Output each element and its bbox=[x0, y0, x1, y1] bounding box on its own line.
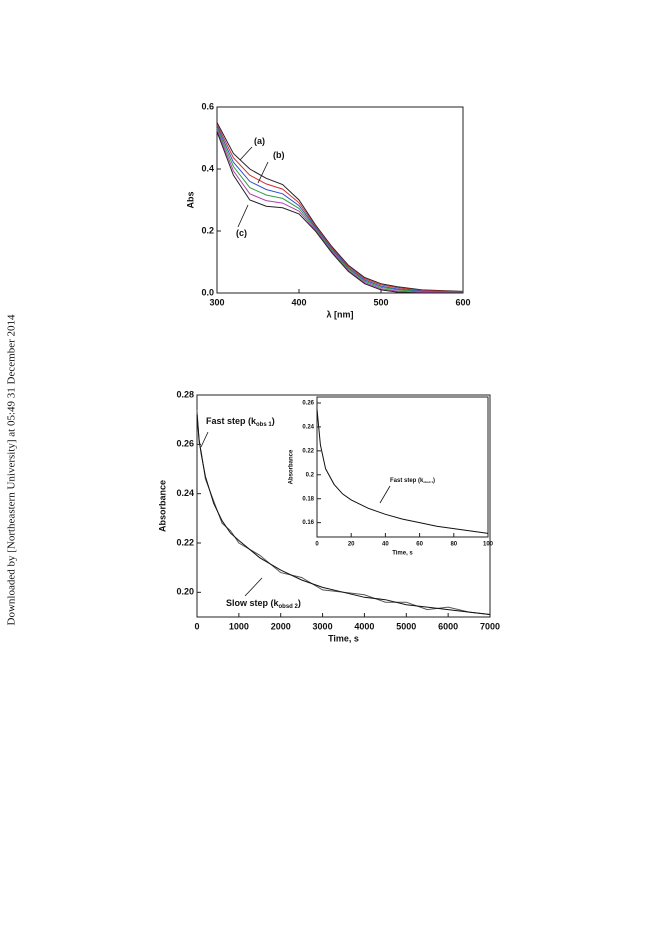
annotation-subscript: obs 1 bbox=[256, 422, 272, 428]
x-tick-label: 40 bbox=[382, 542, 389, 548]
x-axis-label: λ [nm] bbox=[327, 309, 354, 319]
annotation: Fast step (kobs 1) bbox=[206, 416, 275, 427]
x-tick-label: 0 bbox=[194, 621, 199, 631]
y-tick-label: 0.2 bbox=[201, 225, 214, 235]
y-tick-label: 0.28 bbox=[176, 389, 194, 399]
y-axis-label: Absorbance bbox=[157, 480, 167, 532]
y-axis-label: Abs bbox=[185, 191, 195, 208]
x-tick-label: 0 bbox=[315, 542, 319, 548]
annotation-arrow bbox=[244, 577, 263, 597]
y-tick-label: 0.16 bbox=[302, 520, 314, 526]
x-tick-label: 20 bbox=[348, 542, 355, 548]
x-tick-label: 400 bbox=[291, 297, 306, 307]
annotation-text: Fast step (k bbox=[206, 416, 257, 426]
y-tick-label: 0.22 bbox=[176, 537, 194, 547]
x-tick-label: 2000 bbox=[271, 621, 291, 631]
plot-frame bbox=[216, 106, 464, 294]
y-tick-label: 0.6 bbox=[201, 101, 214, 111]
y-tick-label: 0.2 bbox=[306, 472, 315, 478]
annotation-text: (c) bbox=[236, 228, 247, 238]
x-tick-label: 4000 bbox=[354, 621, 374, 631]
annotation: Fast step (kobsd 1) bbox=[390, 478, 435, 484]
annotation: (c) bbox=[236, 228, 247, 238]
annotation-end: ) bbox=[433, 478, 435, 484]
annotation: Slow step (kobsd 2) bbox=[226, 598, 301, 609]
x-axis-label: Time, s bbox=[328, 633, 359, 643]
x-tick-label: 300 bbox=[209, 297, 224, 307]
data-line bbox=[316, 408, 489, 534]
plot-frame bbox=[316, 396, 489, 538]
y-tick-label: 0.24 bbox=[302, 424, 314, 430]
y-tick-label: 0.22 bbox=[302, 448, 314, 454]
annotation: (a) bbox=[254, 136, 265, 146]
annotation-text: Fast step (k bbox=[390, 478, 424, 484]
y-tick-label: 0.0 bbox=[201, 287, 214, 297]
data-line bbox=[196, 409, 491, 615]
x-axis-label: Time, s bbox=[392, 551, 413, 557]
y-tick-label: 0.26 bbox=[302, 401, 314, 407]
x-tick-label: 60 bbox=[416, 542, 423, 548]
annotation-end: ) bbox=[298, 598, 301, 608]
annotation-subscript: obsd 1 bbox=[423, 480, 433, 484]
annotation-arrow bbox=[200, 431, 209, 448]
x-tick-label: 500 bbox=[373, 297, 388, 307]
data-line bbox=[216, 127, 464, 293]
data-line bbox=[216, 129, 464, 294]
data-line bbox=[216, 125, 464, 293]
annotation-subscript: obsd 2 bbox=[279, 604, 299, 610]
x-tick-label: 3000 bbox=[313, 621, 333, 631]
data-line bbox=[216, 124, 464, 293]
annotation-text: Slow step (k bbox=[226, 598, 280, 608]
download-note: Downloaded by [Northeastern University] … bbox=[6, 314, 18, 625]
annotation: (b) bbox=[273, 150, 285, 160]
annotation-text: (b) bbox=[273, 150, 285, 160]
x-tick-label: 1000 bbox=[229, 621, 249, 631]
data-line bbox=[216, 122, 464, 292]
annotation-arrow bbox=[257, 161, 269, 184]
x-tick-label: 80 bbox=[450, 542, 457, 548]
y-tick-label: 0.4 bbox=[201, 163, 214, 173]
y-tick-label: 0.24 bbox=[176, 488, 194, 498]
data-line bbox=[216, 131, 463, 294]
annotation-arrow bbox=[379, 485, 391, 504]
x-tick-label: 7000 bbox=[480, 621, 500, 631]
annotation-arrow bbox=[239, 146, 253, 161]
x-tick-label: 100 bbox=[483, 542, 494, 548]
x-tick-label: 600 bbox=[455, 297, 470, 307]
annotation-end: ) bbox=[272, 416, 275, 426]
y-tick-label: 0.20 bbox=[176, 587, 194, 597]
annotation-text: (a) bbox=[254, 136, 265, 146]
plot-frame bbox=[196, 394, 491, 618]
data-line bbox=[196, 414, 491, 615]
y-tick-label: 0.18 bbox=[302, 496, 314, 502]
y-tick-label: 0.26 bbox=[176, 439, 194, 449]
annotation-arrow bbox=[237, 204, 249, 228]
x-tick-label: 5000 bbox=[396, 621, 416, 631]
y-axis-label: Absorbance bbox=[289, 449, 295, 484]
x-tick-label: 6000 bbox=[438, 621, 458, 631]
